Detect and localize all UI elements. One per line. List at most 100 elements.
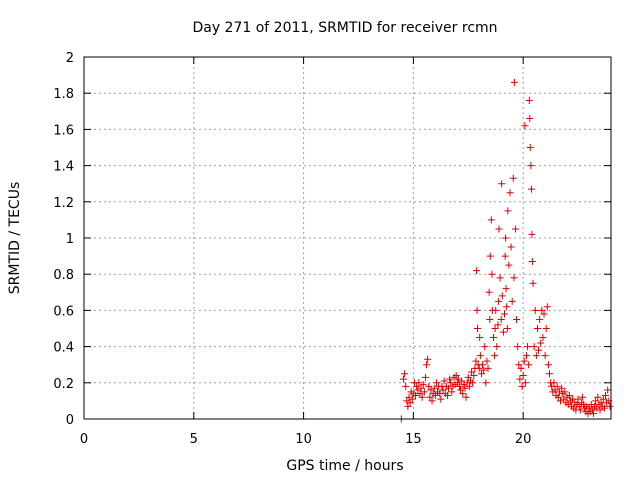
data-point [447,379,455,387]
data-point [405,393,413,401]
y-tick-label: 1.4 [53,160,74,175]
data-point [522,352,530,360]
y-tick-label: 0 [66,413,74,428]
data-point [554,393,562,401]
data-point [529,279,537,287]
data-point [472,357,480,365]
data-point [428,397,436,405]
data-point [452,372,460,380]
data-point [513,315,521,323]
data-point [599,395,607,403]
data-point [457,386,465,394]
data-point [525,96,533,104]
data-point [446,375,454,383]
data-point [576,406,584,414]
data-point [427,386,435,394]
data-point [602,391,610,399]
data-point [606,402,614,410]
x-tick-label: 10 [295,432,312,447]
x-tick-label: 5 [190,432,198,447]
data-point [484,364,492,372]
data-point [479,361,487,369]
data-point [486,252,494,260]
data-point [575,402,583,410]
data-point [499,328,507,336]
data-point [473,325,481,332]
data-point [506,189,514,197]
data-point [528,258,536,266]
data-point [492,306,500,314]
data-point [461,384,469,392]
data-point [574,395,582,403]
data-point [515,361,523,369]
data-point [508,297,516,305]
data-point [510,274,518,282]
data-point [476,334,484,342]
x-tick-label: 20 [515,432,532,447]
data-point [431,391,439,399]
data-point [498,292,506,300]
data-point [502,285,510,293]
data-point [503,303,511,311]
data-point [488,270,496,278]
data-point [501,252,509,260]
data-point [462,393,470,401]
data-point [592,397,600,405]
data-point [476,352,484,360]
data-point [416,390,424,398]
data-point [507,243,515,251]
data-point [454,375,462,383]
data-point [440,377,448,385]
data-point [526,144,534,151]
data-point [424,355,432,363]
data-point [558,384,566,392]
data-point [538,306,546,314]
data-point [417,384,425,392]
data-point [578,393,586,401]
data-point [470,372,478,380]
data-point [511,225,519,233]
data-point [524,343,532,351]
data-point [455,382,463,390]
data-point [491,325,499,332]
data-point [453,379,461,387]
data-point [421,373,429,381]
data-point [426,393,434,401]
data-point [528,185,536,193]
data-point [485,288,493,296]
data-point [497,315,505,323]
y-tick-label: 0.6 [53,304,74,319]
data-point [516,375,524,383]
data-point [588,406,596,414]
data-point [418,393,426,401]
data-point [556,397,564,405]
data-point [509,174,517,182]
data-point [585,404,593,412]
y-tick-label: 0.4 [53,341,74,356]
data-point [600,404,608,412]
data-point [530,343,538,351]
data-point [496,274,504,282]
data-point [520,357,528,365]
x-axis-label: GPS time / hours [286,458,403,474]
data-point [445,384,453,392]
data-point [517,364,525,372]
data-point [399,375,407,383]
data-point [593,404,601,412]
data-point [587,401,595,409]
y-tick-label: 1.6 [53,123,74,138]
data-point [504,207,512,215]
data-point [468,368,476,376]
data-point [580,401,588,409]
data-point [475,364,483,372]
data-point [473,306,481,314]
data-point [493,343,501,351]
data-point [439,386,447,394]
data-point [532,352,540,360]
data-point [550,379,558,387]
data-point [412,391,420,399]
y-axis-label: SRMTID / TECUs [7,182,23,295]
data-point [495,225,503,233]
data-point [501,310,509,318]
